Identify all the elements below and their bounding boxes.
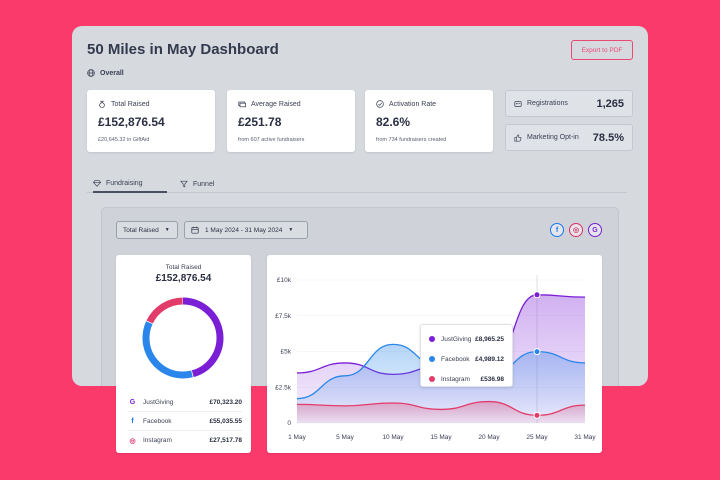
justgiving-icon: G — [592, 226, 598, 234]
calendar-icon — [191, 226, 199, 234]
tooltip-value: £536.98 — [480, 375, 505, 383]
donut-title: Total Raised — [165, 264, 202, 271]
tooltip-series: Facebook — [441, 355, 470, 363]
globe-icon — [87, 69, 95, 77]
hover-point — [533, 348, 541, 356]
tooltip-series: JustGiving — [441, 335, 472, 343]
hover-point — [533, 291, 541, 299]
date-range-value: 1 May 2024 - 31 May 2024 — [205, 226, 283, 234]
x-tick-label: 10 May — [382, 434, 404, 441]
y-tick-label: 0 — [287, 420, 291, 427]
y-tick-label: £10k — [277, 277, 292, 284]
stat-subtext: from 607 active fundraisers — [238, 137, 305, 143]
donut-card: Total Raised £152,876.54 G JustGiving £7… — [116, 255, 251, 453]
x-tick-label: 20 May — [478, 434, 500, 441]
stat-subtext: £20,645.32 in GiftAid — [98, 137, 150, 143]
registrations-card: Registrations 1,265 — [505, 90, 633, 117]
id-card-icon — [514, 100, 522, 107]
legend-item: f Facebook £55,035.55 — [128, 412, 242, 431]
page-title: 50 Miles in May Dashboard — [87, 41, 279, 58]
instagram-toggle[interactable]: ◎ — [569, 223, 583, 237]
cash-icon — [238, 101, 246, 108]
tab-label: Funnel — [193, 180, 215, 188]
stat-value: 82.6% — [376, 115, 411, 129]
stat-subtext: from 734 fundraisers created — [376, 137, 447, 143]
y-tick-label: £2.5k — [275, 384, 292, 391]
thumbs-up-icon — [514, 133, 522, 142]
stat-label: Average Raised — [251, 100, 301, 108]
legend-item: G JustGiving £70,323.20 — [128, 393, 242, 412]
tab-label: Fundraising — [106, 179, 143, 187]
chart-tooltip: JustGiving £8,965.25 Facebook £4,989.12 … — [420, 324, 513, 387]
instagram-icon: ◎ — [129, 437, 136, 445]
y-tick-label: £5k — [281, 349, 292, 356]
stat-label: Total Raised — [111, 100, 150, 108]
check-circle-icon — [376, 100, 384, 108]
series-dot — [429, 376, 435, 382]
caret-down-icon: ▼ — [164, 227, 170, 233]
facebook-icon: f — [131, 417, 134, 425]
x-tick-label: 1 May — [288, 434, 306, 441]
side-value: 78.5% — [592, 131, 624, 144]
legend-name: Facebook — [143, 417, 172, 425]
facebook-icon: f — [555, 226, 559, 234]
legend-value: £70,323.20 — [209, 398, 242, 406]
donut-total: £152,876.54 — [155, 273, 212, 284]
stat-card-total-raised: Total Raised £152,876.54 £20,645.32 in G… — [87, 90, 215, 152]
series-area — [297, 401, 585, 423]
facebook-toggle[interactable]: f — [550, 223, 564, 237]
stat-card-average-raised: Average Raised £251.78 from 607 active f… — [227, 90, 355, 152]
stat-value: £251.78 — [238, 115, 282, 129]
metric-dropdown-value: Total Raised — [123, 226, 159, 234]
export-pdf-button[interactable]: Export to PDF — [571, 40, 633, 60]
side-label: Marketing Opt-in — [527, 134, 579, 141]
y-tick-label: £7.5k — [275, 313, 292, 320]
tooltip-row: JustGiving £8,965.25 — [429, 329, 504, 349]
donut-chart — [142, 297, 224, 379]
donut-segment — [142, 297, 224, 379]
x-tick-label: 15 May — [430, 434, 452, 441]
legend-value: £27,517.78 — [209, 437, 242, 444]
justgiving-toggle[interactable]: G — [588, 223, 602, 237]
legend-name: Instagram — [143, 437, 172, 444]
tooltip-row: Instagram £536.98 — [429, 369, 504, 389]
stat-value: £152,876.54 — [98, 115, 165, 129]
legend-name: JustGiving — [143, 398, 174, 406]
tab-fundraising[interactable]: Fundraising — [93, 175, 167, 193]
marketing-optin-card: Marketing Opt-in 78.5% — [505, 124, 633, 151]
legend-value: £55,035.55 — [209, 417, 242, 425]
stat-label: Activation Rate — [389, 100, 437, 108]
tooltip-value: £8,965.25 — [475, 335, 504, 343]
date-range-picker[interactable]: 1 May 2024 - 31 May 2024 ▼ — [184, 221, 308, 239]
legend-item: ◎ Instagram £27,517.78 — [128, 431, 242, 450]
caret-down-icon: ▼ — [288, 227, 294, 233]
tab-funnel[interactable]: Funnel — [180, 175, 214, 193]
metric-dropdown[interactable]: Total Raised ▼ — [116, 221, 178, 239]
instagram-icon: ◎ — [572, 227, 580, 234]
scope-label: Overall — [100, 69, 124, 77]
side-value: 1,265 — [596, 97, 624, 110]
side-label: Registrations — [527, 100, 568, 107]
tooltip-series: Instagram — [441, 375, 470, 383]
donut-legend: G JustGiving £70,323.20 f Facebook £55,0… — [128, 393, 242, 450]
scope-selector[interactable]: Overall — [87, 69, 124, 77]
x-tick-label: 25 May — [526, 434, 548, 441]
gem-icon — [93, 180, 101, 187]
justgiving-icon: G — [129, 398, 136, 406]
area-chart-card: 0 £2.5k £5k £7.5k £10k 1 May 5 May 10 May 15 May… — [267, 255, 602, 453]
hover-point — [533, 411, 541, 419]
stat-card-activation-rate: Activation Rate 82.6% from 734 fundraise… — [365, 90, 493, 152]
tab-bar: Fundraising Funnel — [87, 172, 627, 193]
donut-segment — [142, 297, 224, 379]
tooltip-value: £4,989.12 — [475, 355, 504, 363]
money-bag-icon — [99, 100, 105, 108]
tooltip-row: Facebook £4,989.12 — [429, 349, 504, 369]
x-tick-label: 5 May — [336, 434, 354, 441]
series-dot — [429, 356, 435, 362]
series-dot — [429, 336, 435, 342]
funnel-icon — [180, 180, 188, 188]
x-tick-label: 31 May — [574, 434, 596, 441]
